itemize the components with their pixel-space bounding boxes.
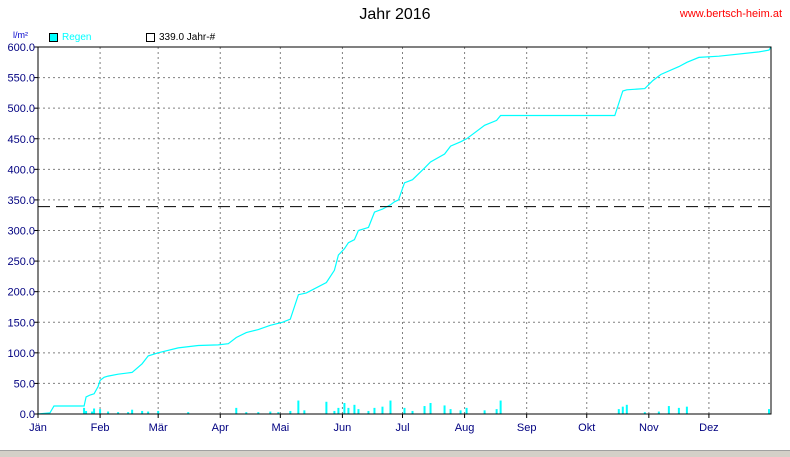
daily-rain-bar — [91, 411, 94, 414]
y-tick-label: 350.0 — [7, 195, 35, 207]
x-tick-label-nov: Nov — [639, 422, 659, 434]
y-tick-label: 550.0 — [7, 73, 35, 85]
daily-rain-bar — [657, 411, 660, 414]
legend-item-regen: Regen — [49, 32, 91, 43]
daily-rain-bar — [245, 412, 248, 414]
x-tick-label-feb: Feb — [91, 422, 110, 434]
daily-rain-bar — [127, 412, 130, 414]
x-tick-label-mär: Mär — [149, 422, 168, 434]
daily-rain-bar — [357, 409, 360, 414]
daily-rain-bar — [483, 410, 486, 414]
daily-rain-bar — [367, 410, 370, 414]
plot-frame — [37, 46, 772, 415]
daily-rain-bar — [389, 400, 392, 414]
daily-rain-bar — [443, 405, 446, 414]
daily-rain-bar — [403, 407, 406, 414]
daily-rain-bar — [353, 404, 356, 414]
daily-rain-bar — [235, 407, 238, 414]
daily-rain-bar — [99, 409, 102, 414]
legend-label-average: 339.0 Jahr-# — [159, 32, 216, 43]
daily-rain-bar — [117, 412, 120, 414]
daily-rain-bar — [333, 410, 336, 414]
daily-rain-bar — [85, 410, 88, 414]
y-tick-label: 250.0 — [7, 256, 35, 268]
legend-swatch-average — [146, 33, 155, 42]
daily-rain-bar — [297, 400, 300, 414]
daily-rain-bar — [83, 407, 86, 414]
daily-rain-bar — [187, 412, 190, 414]
site-url-link[interactable]: www.bertsch-heim.at — [679, 8, 782, 20]
daily-rain-bar — [325, 401, 328, 414]
daily-rain-bar — [381, 406, 384, 414]
daily-rain-bar — [459, 410, 462, 414]
daily-rain-bar — [257, 412, 260, 414]
daily-rain-bar — [411, 410, 414, 414]
y-tick-label: 150.0 — [7, 317, 35, 329]
daily-rain-bar — [289, 410, 292, 414]
daily-rain-bar — [157, 410, 160, 414]
daily-rain-bar — [131, 409, 134, 414]
y-tick-label: 200.0 — [7, 287, 35, 299]
daily-rain-bar — [617, 409, 620, 414]
y-tick-label: 100.0 — [7, 348, 35, 360]
daily-rain-bar — [373, 407, 376, 414]
daily-rain-bar — [93, 408, 96, 414]
y-tick-label: 450.0 — [7, 134, 35, 146]
daily-rain-bar — [347, 407, 350, 414]
y-axis-unit: l/m² — [13, 30, 28, 40]
daily-rain-bar — [269, 411, 272, 414]
x-tick-label-jän: Jän — [29, 422, 47, 434]
daily-rain-bar — [677, 407, 680, 414]
daily-rain-bar — [147, 411, 150, 414]
x-tick-label-okt: Okt — [578, 422, 595, 434]
y-tick-label: 50.0 — [14, 378, 35, 390]
x-tick-label-dez: Dez — [699, 422, 719, 434]
daily-rain-bar — [767, 409, 770, 414]
daily-rain-bar — [499, 400, 502, 414]
daily-rain-bar — [337, 407, 340, 414]
x-tick-label-jul: Jul — [395, 422, 409, 434]
daily-rain-bar — [429, 402, 432, 414]
y-tick-label: 600.0 — [7, 42, 35, 54]
daily-rain-bar — [343, 402, 346, 414]
daily-rain-bar — [303, 410, 306, 414]
daily-rain-bar — [621, 406, 624, 414]
daily-rain-bar — [643, 412, 646, 414]
x-tick-label-sep: Sep — [517, 422, 537, 434]
y-tick-label: 300.0 — [7, 226, 35, 238]
daily-rain-bar — [495, 409, 498, 414]
x-tick-label-aug: Aug — [455, 422, 475, 434]
daily-rain-bar — [667, 406, 670, 414]
chart-title: Jahr 2016 — [359, 6, 431, 23]
daily-rain-bar — [277, 412, 280, 414]
y-tick-label: 500.0 — [7, 103, 35, 115]
cumulative-rain-line — [37, 46, 772, 415]
daily-rain-bar — [423, 406, 426, 414]
y-tick-label: 400.0 — [7, 164, 35, 176]
status-bar — [0, 450, 790, 457]
daily-rain-bar — [465, 407, 468, 414]
daily-rain-bar — [141, 410, 144, 414]
daily-rain-bar — [625, 404, 628, 414]
x-tick-label-mai: Mai — [271, 422, 289, 434]
legend-item-average: 339.0 Jahr-# — [146, 32, 215, 43]
legend-swatch-regen — [49, 33, 58, 42]
legend-label-regen: Regen — [62, 32, 92, 43]
daily-rain-bar — [449, 409, 452, 414]
daily-rain-bar — [107, 411, 110, 414]
daily-rain-bar — [685, 406, 688, 414]
x-tick-label-jun: Jun — [334, 422, 352, 434]
x-tick-label-apr: Apr — [212, 422, 229, 434]
y-tick-label: 0.0 — [20, 409, 35, 421]
